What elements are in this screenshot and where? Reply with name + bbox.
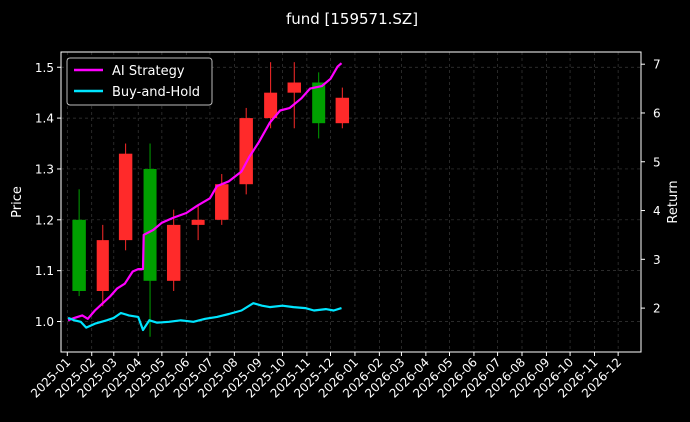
legend-box xyxy=(66,57,213,106)
candle-body xyxy=(264,92,278,119)
series-lines xyxy=(67,62,343,332)
candle-body xyxy=(287,82,301,93)
candlesticks xyxy=(72,62,350,337)
candle-body xyxy=(312,82,326,124)
chart-title: fund [159571.SZ] xyxy=(286,10,418,28)
y-axis-label-left: Price xyxy=(10,186,25,218)
candle-body xyxy=(96,240,109,291)
y-tick-label-left: 1.1 xyxy=(35,264,54,278)
legend-label-ai-strategy: AI Strategy xyxy=(112,64,185,79)
legend: AI Strategy Buy-and-Hold xyxy=(66,57,213,106)
legend-label-buy-and-hold: Buy-and-Hold xyxy=(112,85,200,100)
candle-body xyxy=(215,184,229,220)
y-tick-label-right: 3 xyxy=(653,253,661,267)
candle-body xyxy=(143,168,157,281)
candle-body xyxy=(335,97,350,124)
y-tick-label-right: 7 xyxy=(653,58,661,72)
y-tick-label-left: 1.4 xyxy=(35,112,54,126)
y-tick-label-left: 1.3 xyxy=(35,162,54,176)
y-tick-label-right: 6 xyxy=(653,106,661,120)
y-tick-label-right: 2 xyxy=(653,302,661,316)
plot-frame xyxy=(60,51,642,353)
series-line-buy-and-hold xyxy=(67,302,342,332)
y-axis-label-right: Return xyxy=(666,180,681,223)
y-tick-label-right: 5 xyxy=(653,155,661,169)
y-ticks-left: 1.0 1.1 1.2 1.3 1.4 1.5 xyxy=(35,61,61,329)
y-tick-label-left: 1.0 xyxy=(35,315,54,329)
y-tick-label-left: 1.5 xyxy=(35,61,54,75)
series-line-ai-strategy xyxy=(67,62,343,322)
y-tick-label-right: 4 xyxy=(653,204,661,218)
y-tick-label-left: 1.2 xyxy=(35,213,54,227)
candle-body xyxy=(72,219,86,291)
candle-body xyxy=(191,219,205,225)
candle-body xyxy=(118,153,133,241)
candle-body xyxy=(166,224,181,281)
y-ticks-right: 2 3 4 5 6 7 xyxy=(641,58,661,316)
candle-body xyxy=(239,118,253,185)
